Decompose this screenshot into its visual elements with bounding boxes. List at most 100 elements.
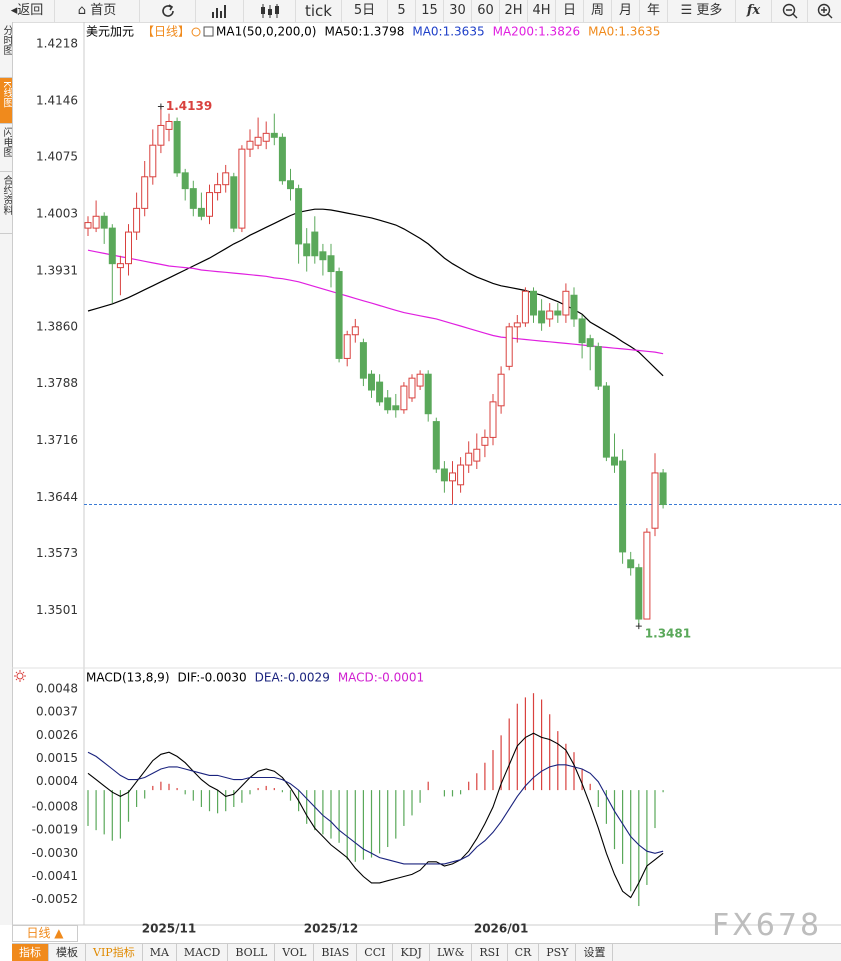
back-label: 返回: [17, 3, 44, 18]
candle-body: [165, 121, 173, 130]
period-60[interactable]: 60: [472, 0, 500, 22]
candle-body: [311, 231, 319, 257]
indicator-tab[interactable]: CR: [508, 944, 540, 961]
period-2h[interactable]: 2H: [500, 0, 528, 22]
indicator-tab[interactable]: 设置: [576, 944, 614, 961]
tab-timeshare[interactable]: 分时图: [0, 22, 12, 78]
indicator-tab[interactable]: CCI: [357, 944, 394, 961]
indicator-tab[interactable]: 指标: [12, 944, 49, 961]
legend-entry: DIF:-0.0030: [178, 671, 247, 685]
y-tick-label: -0.0019: [32, 823, 78, 837]
candle-body: [343, 334, 351, 359]
home-button[interactable]: ⌂ 首页: [55, 0, 140, 22]
candle-body: [570, 294, 578, 320]
candle-body: [189, 188, 197, 209]
period-selector[interactable]: 日线 ▲: [12, 925, 78, 942]
chart-type-button[interactable]: [196, 0, 244, 22]
period-5d[interactable]: 5日: [342, 0, 388, 22]
candle-body: [278, 136, 286, 182]
indicator-tab[interactable]: MACD: [177, 944, 229, 961]
toolbar: ◂返回 ⌂ 首页 tick 5日 5 15 30 60 2H 4H 日 周 月 …: [0, 0, 841, 23]
candle-body: [554, 310, 562, 316]
legend-entry: MA0:1.3635: [412, 25, 484, 39]
period-4h[interactable]: 4H: [528, 0, 556, 22]
y-tick-label: 1.3860: [36, 319, 78, 333]
candle-body: [149, 144, 157, 178]
indicator-tab[interactable]: RSI: [472, 944, 508, 961]
indicator-tab[interactable]: MA: [143, 944, 177, 961]
indicator-tab[interactable]: KDJ: [393, 944, 430, 961]
symbol-title: 美元加元: [86, 25, 134, 39]
candle-body: [108, 227, 116, 265]
candle-body: [206, 192, 213, 217]
candle-body: [586, 338, 594, 348]
y-tick-label: 1.3501: [36, 603, 78, 617]
candle-body: [530, 290, 537, 316]
candle-body: [359, 342, 367, 379]
zoom-out-button[interactable]: [772, 0, 808, 22]
refresh-button[interactable]: [140, 0, 196, 22]
y-tick-label: 1.3716: [36, 433, 78, 447]
candle-body: [125, 231, 132, 265]
formula-button[interactable]: fx: [736, 0, 772, 22]
zoom-in-button[interactable]: [808, 0, 841, 22]
indicator-tab[interactable]: VIP指标: [86, 944, 143, 961]
indicator-tab[interactable]: BOLL: [228, 944, 276, 961]
period-year[interactable]: 年: [640, 0, 668, 22]
indicator-tab[interactable]: PSY: [539, 944, 577, 961]
candle-button[interactable]: [244, 0, 296, 22]
indicator-tabs: 指标 模板 VIP指标 MA MACD BOLL VOL BIAS CCI KDJ LW& RSI CR…: [12, 943, 841, 961]
candle-icon: [260, 3, 279, 18]
candle-body: [521, 290, 529, 324]
tab-contract[interactable]: 合约资料: [0, 172, 12, 234]
candle-body: [473, 448, 481, 462]
more-button[interactable]: ☰ 更多: [668, 0, 736, 22]
candle-body: [238, 148, 246, 229]
period-30[interactable]: 30: [444, 0, 472, 22]
bars-icon: [211, 4, 226, 18]
candle-body: [287, 180, 294, 190]
indicator-tab[interactable]: LW&: [430, 944, 473, 961]
candle-body: [303, 243, 311, 257]
candle-body: [254, 136, 262, 146]
tab-kline[interactable]: K线图: [0, 78, 12, 124]
indicator-tab[interactable]: VOL: [275, 944, 315, 961]
candle-body: [246, 140, 254, 150]
candle-body: [173, 121, 181, 174]
candle-body: [505, 326, 513, 367]
candle-body: [497, 373, 505, 407]
candle-body: [489, 401, 497, 438]
candle-body: [594, 346, 602, 387]
period-tick[interactable]: tick: [296, 0, 342, 22]
tab-flash[interactable]: 闪电图: [0, 124, 12, 172]
period-label: 【日线】: [142, 25, 190, 39]
y-tick-label: 1.3573: [36, 546, 78, 560]
indicator-tab[interactable]: BIAS: [314, 944, 358, 961]
period-15[interactable]: 15: [416, 0, 444, 22]
macd-line: [87, 732, 664, 899]
candle-body: [197, 207, 205, 217]
candle-body: [376, 381, 384, 403]
candle-body: [481, 436, 489, 446]
high-marker: [157, 103, 164, 110]
candle-body: [222, 172, 230, 186]
period-week[interactable]: 周: [584, 0, 612, 22]
watermark: FX678: [712, 908, 823, 943]
indicator-tab[interactable]: 模板: [49, 944, 86, 961]
back-button[interactable]: ◂返回: [0, 0, 55, 22]
period-5[interactable]: 5: [388, 0, 416, 22]
y-tick-label: 1.4218: [36, 37, 78, 51]
candle-body: [408, 377, 416, 399]
legend-entry: MA50:1.3798: [324, 25, 404, 39]
refresh-icon: [161, 3, 174, 17]
y-tick-label: 1.4075: [36, 150, 78, 164]
candle-body: [651, 472, 659, 529]
y-tick-label: 0.0004: [36, 774, 78, 788]
period-month[interactable]: 月: [612, 0, 640, 22]
candle-body: [562, 290, 570, 316]
candle-body: [100, 215, 108, 229]
candle-body: [627, 559, 635, 569]
period-day[interactable]: 日: [556, 0, 584, 22]
